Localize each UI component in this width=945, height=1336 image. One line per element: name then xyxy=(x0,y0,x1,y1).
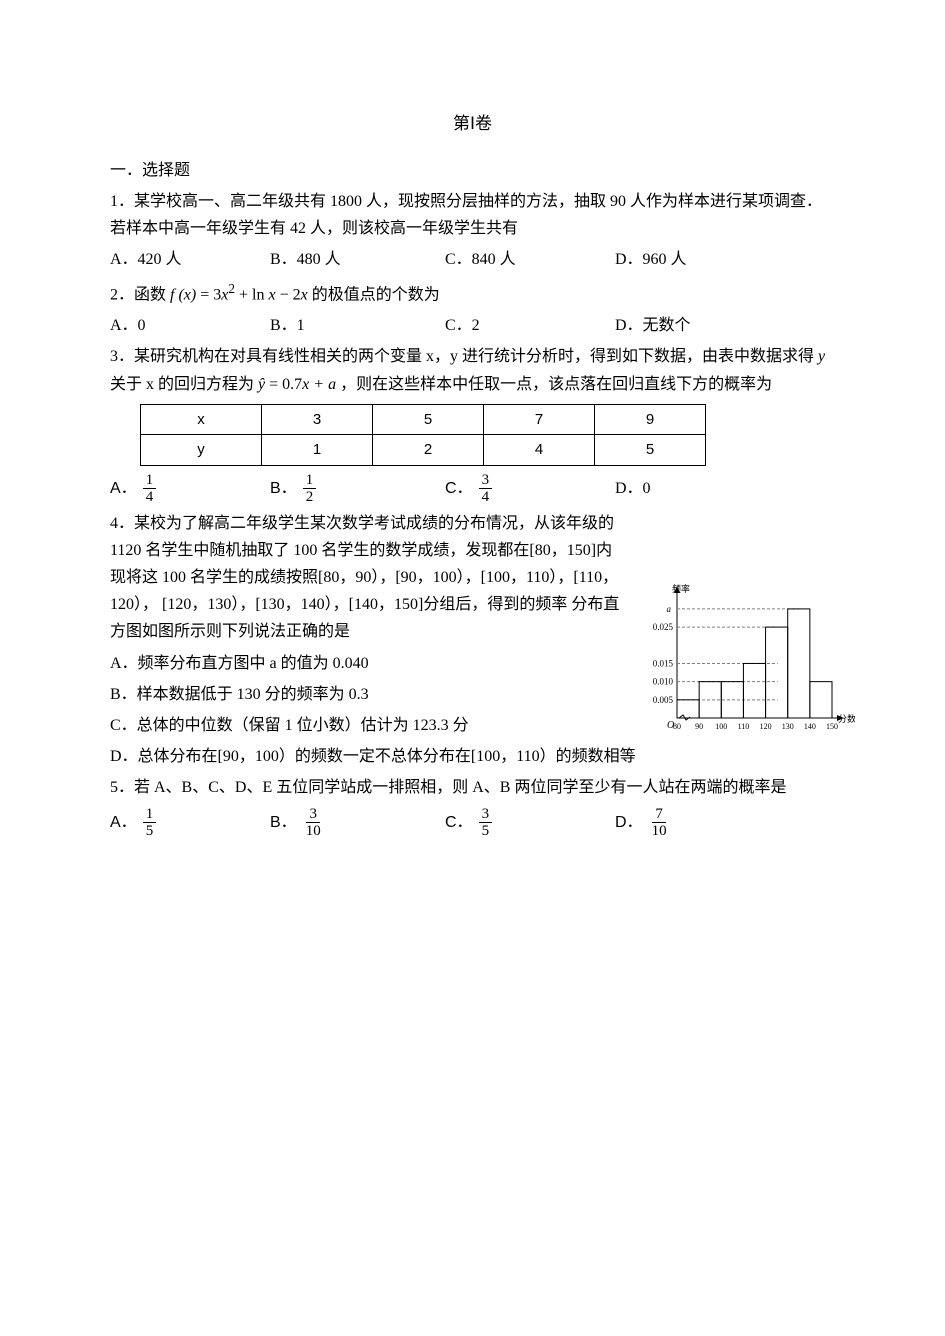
q3-mid1: 关于 x 的回归方程为 xyxy=(110,376,258,393)
q5-opt-B: B． 310 xyxy=(270,806,445,840)
q5-C-frac: 35 xyxy=(479,806,493,840)
question-5: 5．若 A、B、C、D、E 五位同学站成一排照相，则 A、B 两位同学至少有一人… xyxy=(110,774,835,801)
q3-y2: 2 xyxy=(373,435,484,466)
q5-options: A． 15 B． 310 C． 35 D． 710 xyxy=(110,806,835,840)
q3-x2: 5 xyxy=(373,404,484,435)
q1-text: 1．某学校高一、高二年级共有 1800 人，现按照分层抽样的方法，抽取 90 人… xyxy=(110,193,822,237)
q3-B-label: B． xyxy=(270,475,297,502)
q3-A-label: A． xyxy=(110,475,137,502)
q5-A-label: A． xyxy=(110,809,137,836)
svg-text:0.015: 0.015 xyxy=(653,658,674,668)
q1-opt-C: C．840 人 xyxy=(445,246,615,273)
svg-text:110: 110 xyxy=(738,722,750,731)
q2-opt-C: C．2 xyxy=(445,312,615,339)
svg-text:a: a xyxy=(667,604,672,614)
q3-plusa: + a xyxy=(309,376,336,393)
q5-B-label: B． xyxy=(270,809,297,836)
q2-opt-B: B．1 xyxy=(270,312,445,339)
svg-text:0.025: 0.025 xyxy=(653,622,674,632)
q3-opt-D: D．0 xyxy=(615,472,735,506)
q4-opt-D: D．总体分布在[90，100）的频数一定不总体分布在[100，110）的频数相等 xyxy=(110,743,835,770)
q3-th-x: x xyxy=(141,404,262,435)
q2-minus: − 2 xyxy=(276,286,301,303)
question-3: 3．某研究机构在对具有线性相关的两个变量 x，y 进行统计分析时，得到如下数据，… xyxy=(110,343,835,397)
svg-text:0.005: 0.005 xyxy=(653,695,674,705)
q2-options: A．0 B．1 C．2 D．无数个 xyxy=(110,312,835,339)
q3-table-row-x: x 3 5 7 9 xyxy=(141,404,706,435)
q2-var2: x xyxy=(301,286,308,303)
q3-x3: 7 xyxy=(484,404,595,435)
svg-text:90: 90 xyxy=(695,722,703,731)
q3-y4: 5 xyxy=(595,435,706,466)
q3-options: A． 14 B． 12 C． 34 D．0 xyxy=(110,472,835,506)
svg-text:130: 130 xyxy=(782,722,794,731)
svg-text:120: 120 xyxy=(760,722,772,731)
question-1: 1．某学校高一、高二年级共有 1800 人，现按照分层抽样的方法，抽取 90 人… xyxy=(110,188,835,242)
q5-C-label: C． xyxy=(445,809,473,836)
svg-text:80: 80 xyxy=(673,722,681,731)
q3-opt-A: A． 14 xyxy=(110,472,270,506)
q3-eq: = 0.7 xyxy=(265,376,302,393)
q3-table: x 3 5 7 9 y 1 2 4 5 xyxy=(140,404,706,466)
q3-opt-B: B． 12 xyxy=(270,472,445,506)
q3-x1: 3 xyxy=(262,404,373,435)
exam-page: 第Ⅰ卷 一．选择题 1．某学校高一、高二年级共有 1800 人，现按照分层抽样的… xyxy=(0,0,945,1336)
svg-text:100: 100 xyxy=(715,722,727,731)
q1-opt-B: B．480 人 xyxy=(270,246,445,273)
q2-suffix: 的极值点的个数为 xyxy=(308,286,440,303)
q1-options: A．420 人 B．480 人 C．840 人 D．960 人 xyxy=(110,246,835,273)
q3-suffix: ，则在这些样本中任取一点，该点落在回归直线下方的概率为 xyxy=(336,376,772,393)
q2-opt-D: D．无数个 xyxy=(615,312,735,339)
q2-fx: f (x) xyxy=(170,286,196,303)
q5-B-frac: 310 xyxy=(303,806,324,840)
q5-opt-A: A． 15 xyxy=(110,806,270,840)
q3-table-row-y: y 1 2 4 5 xyxy=(141,435,706,466)
q4-histogram: 频率分数Oa0.0250.0150.0100.00580901001101201… xyxy=(635,580,855,740)
q3-y: y xyxy=(818,348,825,365)
q2-eq: = 3 xyxy=(196,286,221,303)
q2-ln: + ln xyxy=(235,286,268,303)
q5-D-frac: 710 xyxy=(649,806,670,840)
q2-opt-A: A．0 xyxy=(110,312,270,339)
q3-y3: 4 xyxy=(484,435,595,466)
q5-A-frac: 15 xyxy=(143,806,157,840)
svg-text:0.010: 0.010 xyxy=(653,676,674,686)
q2-prefix: 2．函数 xyxy=(110,286,170,303)
question-2: 2．函数 f (x) = 3x2 + ln x − 2x 的极值点的个数为 xyxy=(110,278,835,309)
q2-var: x xyxy=(269,286,276,303)
q3-A-frac: 14 xyxy=(143,472,157,506)
section-heading: 一．选择题 xyxy=(110,157,835,184)
q1-opt-D: D．960 人 xyxy=(615,246,735,273)
q3-C-frac: 34 xyxy=(479,472,493,506)
q1-opt-A: A．420 人 xyxy=(110,246,270,273)
q4-text: 4．某校为了解高二年级学生某次数学考试成绩的分布情况，从该年级的 1120 名学… xyxy=(110,515,619,641)
q5-opt-D: D． 710 xyxy=(615,806,735,840)
q3-B-frac: 12 xyxy=(303,472,317,506)
page-title: 第Ⅰ卷 xyxy=(110,110,835,139)
q3-y1: 1 xyxy=(262,435,373,466)
q5-text: 5．若 A、B、C、D、E 五位同学站成一排照相，则 A、B 两位同学至少有一人… xyxy=(110,779,786,796)
svg-text:140: 140 xyxy=(804,722,816,731)
question-4-wrap: 4．某校为了解高二年级学生某次数学考试成绩的分布情况，从该年级的 1120 名学… xyxy=(110,510,835,771)
q3-opt-C: C． 34 xyxy=(445,472,615,506)
q5-opt-C: C． 35 xyxy=(445,806,615,840)
q5-D-label: D． xyxy=(615,809,643,836)
q3-prefix: 3．某研究机构在对具有线性相关的两个变量 x，y 进行统计分析时，得到如下数据，… xyxy=(110,348,818,365)
q3-C-label: C． xyxy=(445,475,473,502)
q3-th-y: y xyxy=(141,435,262,466)
q3-x4: 9 xyxy=(595,404,706,435)
svg-text:150: 150 xyxy=(826,722,838,731)
